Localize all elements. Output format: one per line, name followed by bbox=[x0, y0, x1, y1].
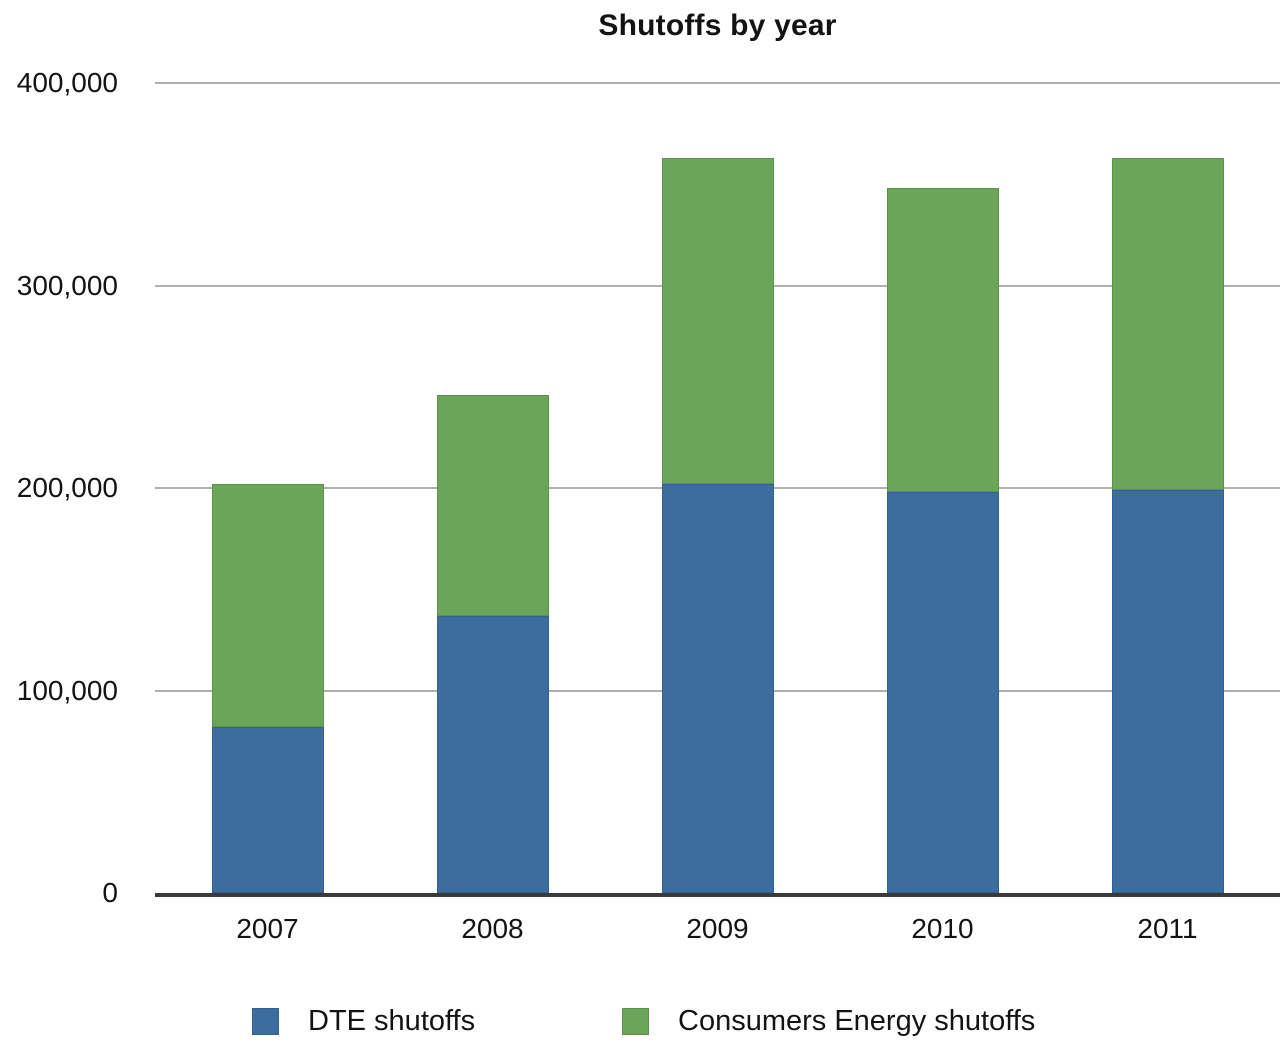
x-axis-line bbox=[155, 893, 1280, 897]
x-axis-label-2007: 2007 bbox=[236, 913, 299, 944]
bar-2007-dte-shutoffs bbox=[211, 727, 324, 893]
chart-title: Shutoffs by year bbox=[598, 9, 837, 42]
legend-item-consumers-energy-shutoffs: Consumers Energy shutoffs bbox=[622, 1004, 1035, 1038]
legend-item-dte-shutoffs: DTE shutoffs bbox=[252, 1004, 475, 1038]
legend-label-consumers-energy-shutoffs: Consumers Energy shutoffs bbox=[678, 1005, 1036, 1037]
bar-2011-consumers-energy-shutoffs bbox=[1111, 157, 1224, 490]
x-axis-label-2009: 2009 bbox=[686, 913, 749, 944]
bar-2009-dte-shutoffs bbox=[661, 484, 774, 893]
bar-2008-consumers-energy-shutoffs bbox=[436, 394, 549, 616]
gridline-400-000 bbox=[155, 82, 1280, 84]
y-axis-label-400-000: 400,000 bbox=[16, 67, 118, 98]
bar-2011-dte-shutoffs bbox=[1111, 490, 1224, 893]
bar-2008-dte-shutoffs bbox=[436, 615, 549, 893]
bar-2009-consumers-energy-shutoffs bbox=[661, 157, 774, 484]
y-axis-label-300-000: 300,000 bbox=[16, 269, 118, 301]
x-axis-label-2011: 2011 bbox=[1137, 913, 1198, 944]
legend-swatch-consumers-energy-shutoffs bbox=[622, 1007, 649, 1035]
x-axis-label-2008: 2008 bbox=[461, 913, 524, 944]
y-axis-label-200-000: 200,000 bbox=[16, 472, 118, 503]
bar-2010-dte-shutoffs bbox=[886, 492, 999, 893]
y-axis-label-100-000: 100,000 bbox=[16, 674, 118, 706]
y-axis-label-0: 0 bbox=[102, 877, 118, 908]
bar-2010-consumers-energy-shutoffs bbox=[886, 188, 999, 493]
bar-2007-consumers-energy-shutoffs bbox=[211, 484, 324, 727]
x-axis-label-2010: 2010 bbox=[911, 913, 974, 944]
legend-label-dte-shutoffs: DTE shutoffs bbox=[308, 1005, 476, 1037]
legend-swatch-dte-shutoffs bbox=[252, 1007, 279, 1035]
